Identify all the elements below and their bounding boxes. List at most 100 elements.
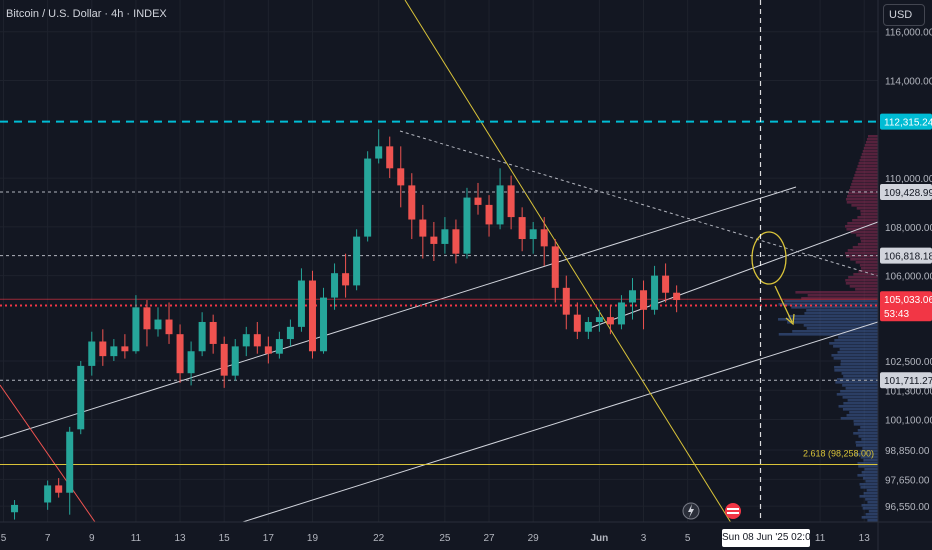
candle-body bbox=[143, 307, 151, 330]
candle-body bbox=[419, 219, 427, 237]
volume-profile-bar bbox=[833, 345, 878, 348]
level-label-resistance: 112,315.24 bbox=[884, 118, 932, 129]
candle-body bbox=[364, 158, 372, 237]
volume-profile-bar bbox=[856, 444, 878, 447]
volume-profile-bar bbox=[806, 309, 878, 312]
volume-profile-bar bbox=[840, 363, 878, 366]
volume-profile-bar bbox=[845, 387, 878, 390]
candle bbox=[11, 500, 19, 520]
volume-profile-bar bbox=[834, 366, 878, 369]
volume-profile-bar bbox=[865, 498, 878, 501]
volume-profile-bar bbox=[851, 183, 878, 186]
volume-profile-bar bbox=[858, 435, 878, 438]
volume-profile-bar bbox=[853, 273, 878, 276]
candle-body bbox=[110, 346, 118, 357]
volume-profile-bar bbox=[857, 243, 878, 246]
x-tick-label: 27 bbox=[483, 533, 495, 544]
volume-profile-bar bbox=[859, 450, 878, 453]
candle bbox=[110, 339, 118, 362]
volume-profile-bar bbox=[858, 465, 878, 468]
volume-profile-bar bbox=[856, 207, 878, 210]
candle bbox=[99, 329, 107, 366]
candle bbox=[507, 175, 515, 230]
candle-body bbox=[430, 236, 438, 244]
volume-profile-bar bbox=[803, 324, 878, 327]
candle bbox=[253, 321, 261, 354]
candle-body bbox=[176, 334, 184, 374]
y-tick-label: 101,300.00 bbox=[885, 386, 932, 397]
x-tick-label: 15 bbox=[219, 533, 231, 544]
volume-profile-bar bbox=[860, 267, 878, 270]
volume-profile-bar bbox=[843, 402, 878, 405]
volume-profile-bar bbox=[791, 306, 878, 309]
volume-profile-bar bbox=[848, 276, 878, 279]
candle-body bbox=[264, 346, 272, 354]
volume-profile-bar bbox=[851, 204, 878, 207]
candle bbox=[275, 331, 283, 359]
volume-profile-bar bbox=[788, 315, 878, 318]
volume-profile-bar bbox=[859, 483, 878, 486]
volume-profile-bar bbox=[778, 333, 878, 336]
y-tick-label: 108,000.00 bbox=[885, 223, 932, 234]
volume-profile-bar bbox=[843, 375, 878, 378]
volume-profile bbox=[778, 135, 878, 522]
event-icons bbox=[682, 502, 741, 520]
volume-profile-bar bbox=[841, 372, 878, 375]
x-tick-label: 13 bbox=[859, 533, 871, 544]
candle-body bbox=[507, 185, 515, 218]
volume-profile-bar bbox=[846, 255, 878, 258]
last-price-label: 105,033.06 bbox=[884, 295, 932, 306]
currency-selector-button[interactable]: USD bbox=[883, 4, 925, 26]
candle-body bbox=[474, 197, 482, 205]
volume-profile-bar bbox=[857, 474, 878, 477]
volume-profile-bar bbox=[847, 195, 878, 198]
candle-body bbox=[320, 297, 328, 352]
flag-stripe-icon bbox=[727, 508, 739, 510]
volume-profile-bar bbox=[862, 447, 878, 450]
candle-body bbox=[518, 217, 526, 240]
volume-profile-bar bbox=[864, 144, 878, 147]
volume-profile-bar bbox=[867, 501, 878, 504]
x-tick-label: Jun bbox=[590, 533, 608, 544]
volume-profile-bar bbox=[842, 408, 878, 411]
candle bbox=[176, 324, 184, 383]
candle-body bbox=[397, 168, 405, 186]
candle-body bbox=[342, 273, 350, 286]
volume-profile-bar bbox=[855, 171, 878, 174]
volume-profile-bar bbox=[834, 339, 878, 342]
volume-profile-bar bbox=[866, 138, 878, 141]
volume-profile-bar bbox=[845, 279, 878, 282]
x-tick-label: 3 bbox=[641, 533, 647, 544]
candle-body bbox=[308, 280, 316, 352]
candle bbox=[44, 480, 52, 510]
volume-profile-bar bbox=[868, 510, 878, 513]
y-tick-label: 114,000.00 bbox=[885, 76, 932, 87]
volume-profile-bar bbox=[857, 216, 878, 219]
candle bbox=[617, 295, 625, 330]
candle-body bbox=[11, 504, 19, 513]
price-axis bbox=[878, 0, 932, 550]
projection-circle bbox=[751, 231, 787, 285]
candle bbox=[540, 217, 548, 266]
candle bbox=[209, 314, 217, 354]
red-trend-line bbox=[0, 384, 96, 522]
candle-body bbox=[275, 339, 283, 354]
volume-profile-bar bbox=[861, 516, 878, 519]
volume-profile-bar bbox=[849, 411, 878, 414]
volume-profile-bar bbox=[806, 327, 878, 330]
candle-body bbox=[242, 334, 250, 347]
plot-area bbox=[0, 0, 878, 522]
volume-profile-bar bbox=[837, 351, 878, 354]
candle bbox=[198, 312, 206, 357]
volume-profile-bar bbox=[840, 360, 878, 363]
volume-profile-bar bbox=[850, 258, 878, 261]
volume-profile-bar bbox=[852, 180, 878, 183]
volume-profile-bar bbox=[853, 177, 878, 180]
volume-profile-bar bbox=[862, 150, 878, 153]
candle bbox=[242, 326, 250, 357]
candle-body bbox=[606, 317, 614, 325]
x-tick-label: 11 bbox=[815, 533, 826, 544]
last-price-box bbox=[880, 291, 932, 322]
volume-profile-bar bbox=[840, 390, 878, 393]
